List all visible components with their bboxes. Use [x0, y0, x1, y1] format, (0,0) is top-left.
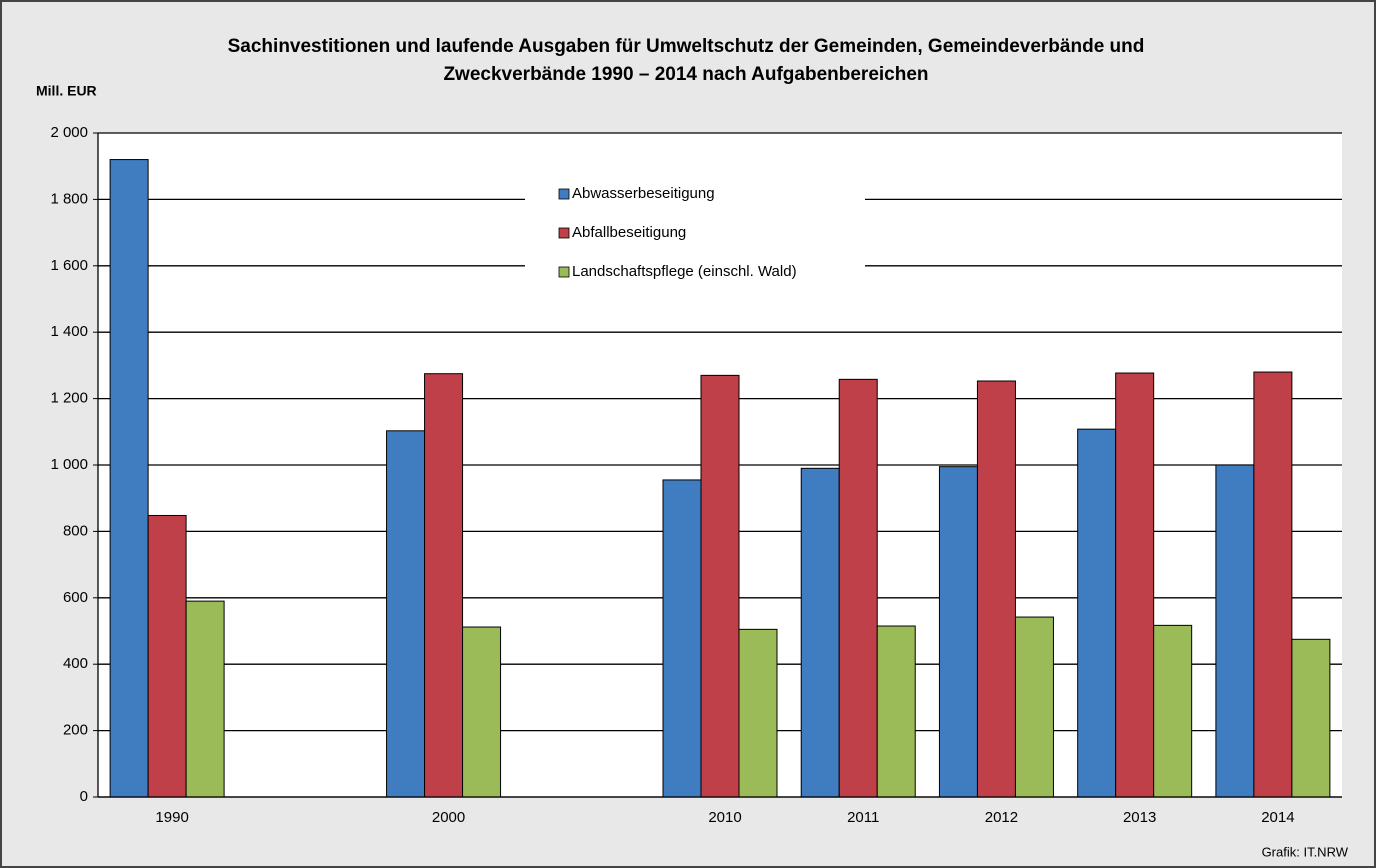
bar — [386, 430, 426, 798]
bar — [838, 378, 878, 798]
legend-box — [525, 172, 865, 300]
legend-label: Abwasserbeseitigung — [572, 185, 715, 202]
bar — [462, 626, 502, 798]
y-tick-label: 1 200 — [50, 390, 88, 407]
bar — [1115, 372, 1155, 798]
x-tick-label: 2013 — [1123, 809, 1156, 826]
legend-swatch — [558, 266, 570, 278]
y-axis-label: Mill. EUR — [36, 83, 97, 99]
y-tick-label: 200 — [63, 722, 88, 739]
y-tick-label: 1 800 — [50, 190, 88, 207]
y-tick-label: 1 600 — [50, 257, 88, 274]
x-tick-label: 2012 — [985, 809, 1018, 826]
bar — [1253, 371, 1293, 798]
bar — [1014, 616, 1054, 798]
legend-label: Abfallbeseitigung — [572, 224, 686, 241]
bar — [800, 467, 840, 798]
bar — [1291, 638, 1331, 798]
x-tick-label: 2000 — [432, 809, 465, 826]
bar — [185, 600, 225, 798]
x-tick-label: 1990 — [155, 809, 188, 826]
y-tick-label: 2 000 — [50, 124, 88, 141]
bar — [938, 466, 978, 798]
legend-label: Landschaftspflege (einschl. Wald) — [572, 263, 797, 280]
bar — [738, 628, 778, 798]
source: Grafik: IT.NRW — [1262, 844, 1349, 859]
y-tick-label: 600 — [63, 589, 88, 606]
y-tick-label: 1 400 — [50, 323, 88, 340]
bar — [1215, 464, 1255, 798]
x-tick-label: 2010 — [708, 809, 741, 826]
legend-swatch — [558, 227, 570, 239]
y-tick-label: 0 — [80, 788, 88, 805]
y-tick-label: 1 000 — [50, 456, 88, 473]
bar — [147, 514, 187, 798]
bar — [109, 159, 149, 798]
bar — [1153, 624, 1193, 798]
bar — [700, 374, 740, 798]
chart-title: Zweckverbände 1990 – 2014 nach Aufgabenb… — [443, 64, 928, 85]
bar — [976, 380, 1016, 798]
x-tick-label: 2011 — [847, 809, 879, 826]
y-tick-label: 800 — [63, 522, 88, 539]
x-tick-label: 2014 — [1261, 809, 1294, 826]
bar — [876, 625, 916, 798]
bar — [1077, 428, 1117, 798]
legend-swatch — [558, 188, 570, 200]
bar — [424, 373, 464, 798]
y-tick-label: 400 — [63, 655, 88, 672]
chart-title: Sachinvestitionen und laufende Ausgaben … — [228, 36, 1145, 57]
bar — [662, 479, 702, 798]
